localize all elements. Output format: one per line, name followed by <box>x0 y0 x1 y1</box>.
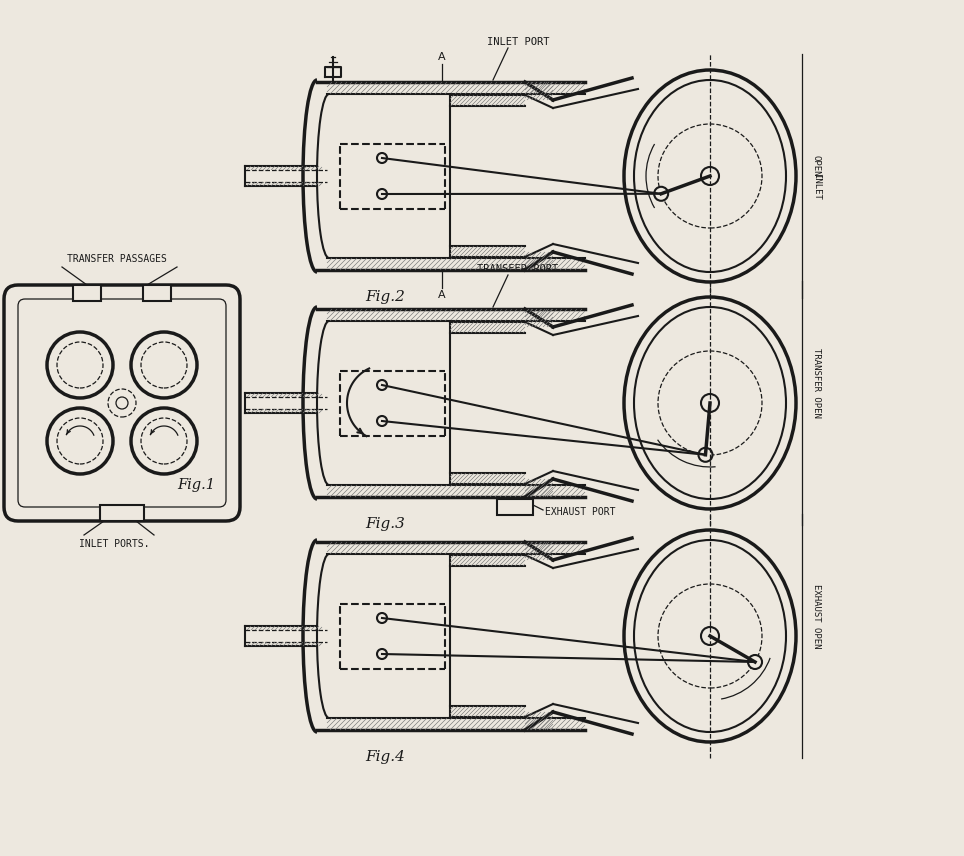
Bar <box>73 285 101 301</box>
Circle shape <box>377 380 387 390</box>
Text: Fig.2: Fig.2 <box>365 290 405 304</box>
Circle shape <box>377 613 387 623</box>
Text: Fig.4: Fig.4 <box>365 750 405 764</box>
Text: EXHAUST OPEN: EXHAUST OPEN <box>812 584 821 648</box>
Text: TRANSFER PORT: TRANSFER PORT <box>477 264 558 274</box>
Text: Fig.1: Fig.1 <box>177 478 215 492</box>
Circle shape <box>377 649 387 659</box>
Circle shape <box>748 655 762 669</box>
Circle shape <box>701 394 719 412</box>
Circle shape <box>116 397 128 409</box>
Ellipse shape <box>624 70 796 282</box>
Ellipse shape <box>624 530 796 742</box>
Bar <box>497 499 533 515</box>
Text: EXHAUST PORT: EXHAUST PORT <box>545 507 615 517</box>
Circle shape <box>131 408 197 474</box>
Circle shape <box>377 153 387 163</box>
Circle shape <box>699 448 712 461</box>
Bar <box>100 505 144 521</box>
Circle shape <box>131 332 197 398</box>
Ellipse shape <box>624 297 796 509</box>
Circle shape <box>47 408 113 474</box>
Circle shape <box>377 189 387 199</box>
Circle shape <box>47 332 113 398</box>
Text: TRANSFER OPEN: TRANSFER OPEN <box>812 348 821 418</box>
Text: Fig.3: Fig.3 <box>365 517 405 531</box>
Text: OPEN: OPEN <box>812 155 821 176</box>
Text: INLET PORT: INLET PORT <box>487 37 549 47</box>
Circle shape <box>701 627 719 645</box>
Bar <box>143 285 171 301</box>
Text: INLET PORTS.: INLET PORTS. <box>79 539 149 549</box>
Circle shape <box>108 389 136 417</box>
Text: INLET: INLET <box>812 173 821 199</box>
Text: TRANSFER PASSAGES: TRANSFER PASSAGES <box>67 254 167 264</box>
Circle shape <box>655 187 668 201</box>
Circle shape <box>377 416 387 426</box>
Circle shape <box>701 167 719 185</box>
Text: A: A <box>439 52 445 62</box>
FancyBboxPatch shape <box>4 285 240 521</box>
Text: A: A <box>439 290 445 300</box>
